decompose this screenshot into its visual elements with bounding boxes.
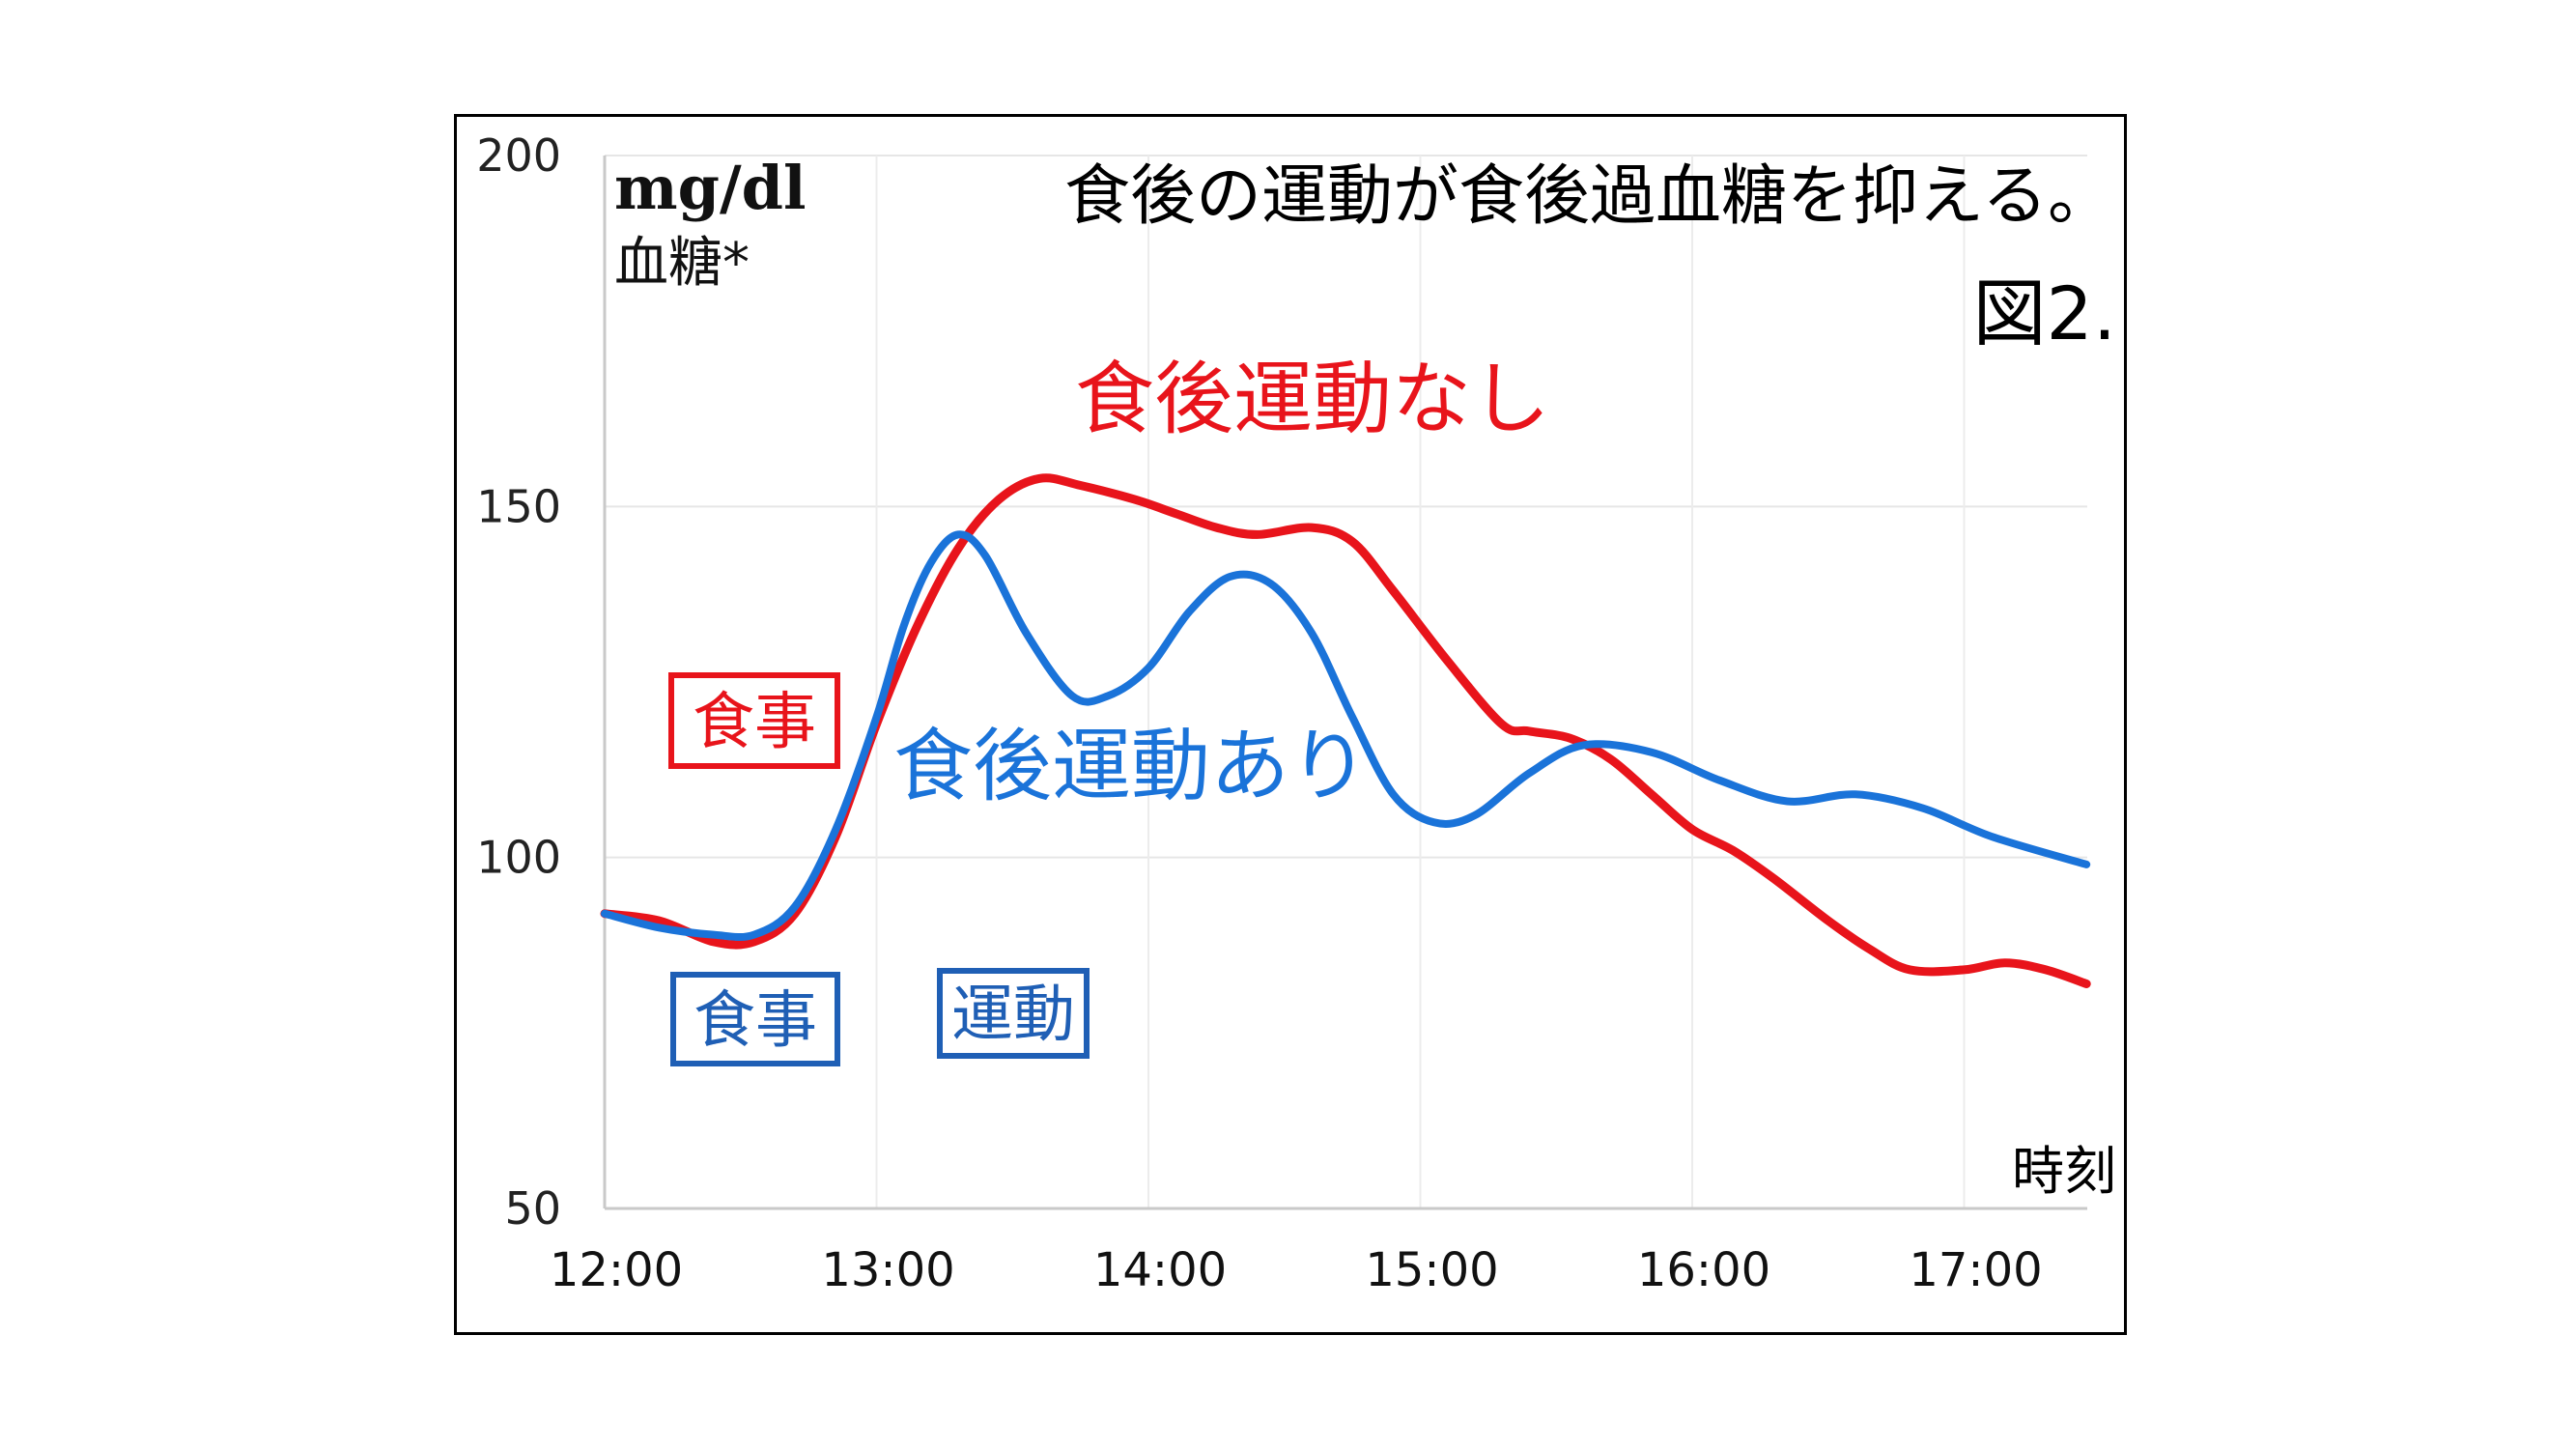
exercise-box-text: 運動 — [951, 980, 1075, 1051]
meal-box-red-text: 食事 — [693, 687, 816, 758]
x-tick-label: 14:00 — [1093, 1243, 1227, 1297]
grid-lines — [604, 155, 2087, 1209]
exercise-box-blue: 運動 — [937, 968, 1090, 1059]
chart-frame: 200 150 100 50 12:00 13:00 14:00 15:00 16:00 17:… — [454, 114, 2127, 1335]
y-tick-label: 100 — [476, 832, 561, 884]
x-tick-label: 13:00 — [821, 1243, 954, 1297]
x-tick-label: 15:00 — [1365, 1243, 1498, 1297]
exercise-label: 食後運動あり — [893, 721, 1369, 812]
axes — [603, 156, 2087, 1210]
y-tick-label: 200 — [476, 129, 561, 182]
x-axis-label: 時刻 — [2012, 1141, 2116, 1202]
x-tick-label: 16:00 — [1637, 1243, 1770, 1297]
series-lines — [600, 473, 2091, 988]
x-tick-label: 17:00 — [1909, 1243, 2042, 1297]
meal-box-blue: 食事 — [670, 972, 840, 1066]
glucose-line-chart: 200 150 100 50 12:00 13:00 14:00 15:00 16:00 17:… — [476, 129, 2116, 1297]
y-tick-label: 150 — [476, 480, 561, 532]
figure-label: 図2. — [1972, 270, 2116, 356]
y-axis-label: 血糖* — [614, 232, 750, 295]
no-exercise-label: 食後運動なし — [1075, 354, 1550, 445]
meal-box-red: 食事 — [668, 672, 840, 769]
chart-title: 食後の運動が食後過血糖を抑える。 — [1064, 158, 2113, 235]
x-tick-label: 12:00 — [550, 1243, 683, 1297]
x-tick-labels: 12:00 13:00 14:00 15:00 16:00 17:00 — [550, 1243, 2043, 1297]
unit-label: mg/dl — [614, 153, 807, 223]
series-line-exercise — [601, 530, 2091, 942]
y-tick-label: 50 — [504, 1182, 561, 1235]
y-tick-labels: 200 150 100 50 — [476, 129, 561, 1235]
meal-box-blue-text: 食事 — [694, 985, 817, 1057]
